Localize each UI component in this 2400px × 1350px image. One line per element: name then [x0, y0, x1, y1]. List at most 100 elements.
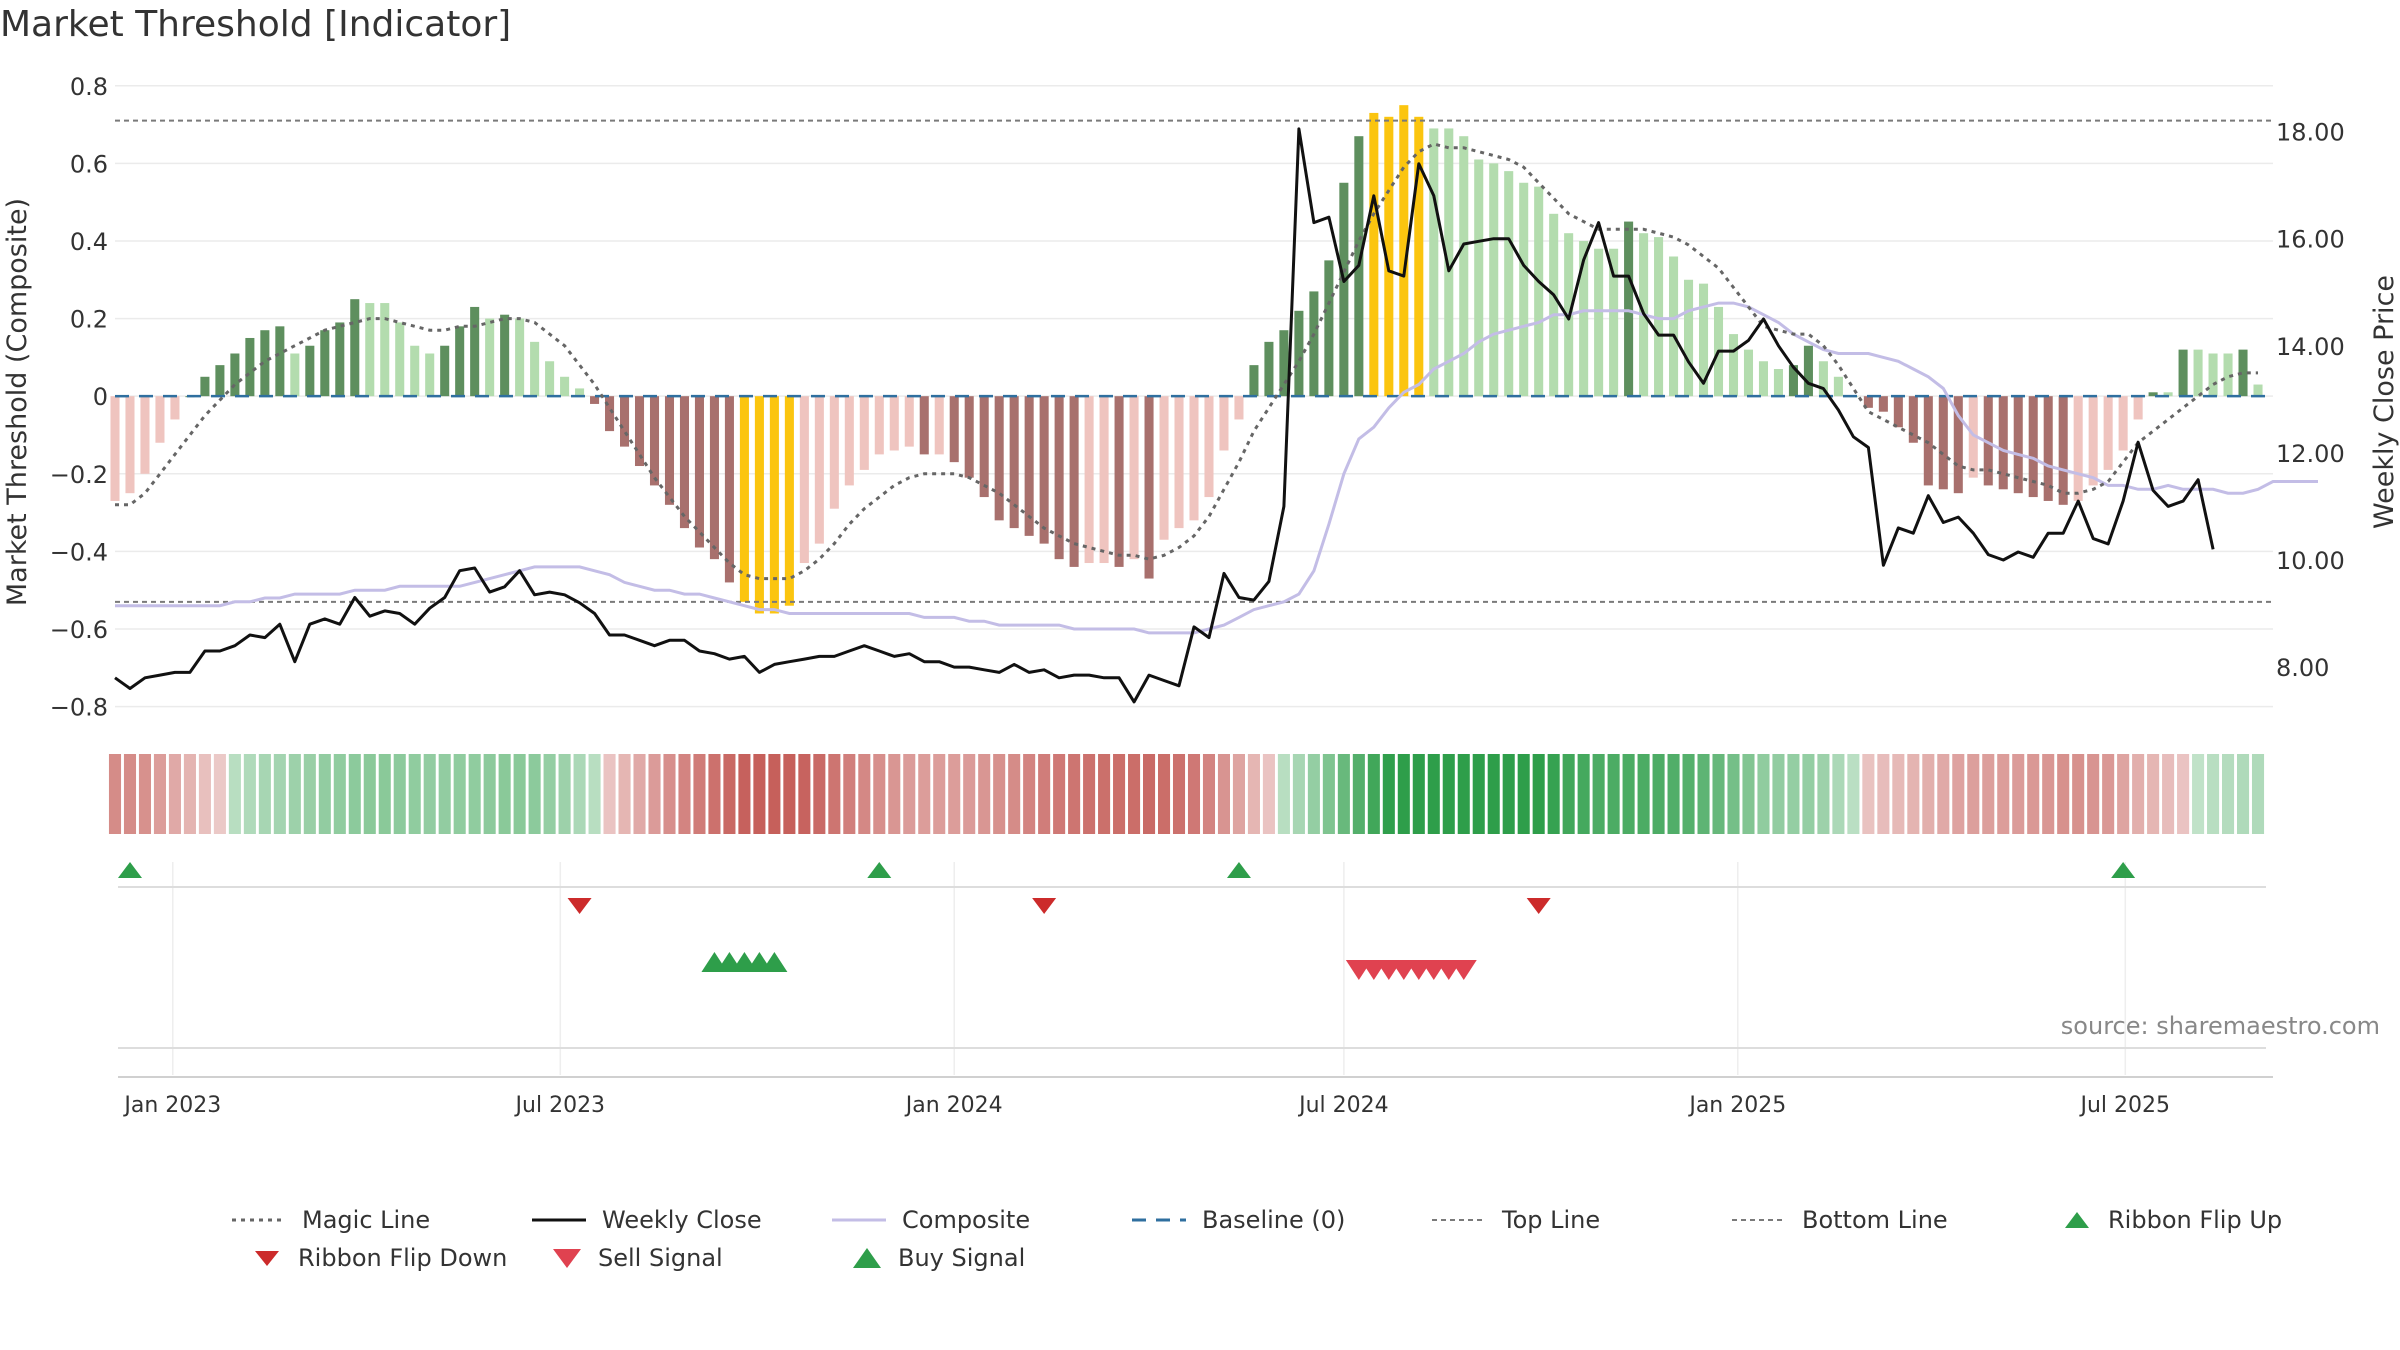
- ribbon-flip-up-marker: [1226, 862, 1251, 878]
- composite-bar: [994, 396, 1004, 521]
- ribbon-cell: [1607, 754, 1620, 834]
- ribbon-cell: [768, 754, 781, 834]
- ribbon-cell: [483, 754, 496, 834]
- composite-bar: [440, 345, 450, 397]
- composite-bar: [739, 396, 749, 602]
- composite-bar: [1099, 396, 1109, 564]
- ribbon-cell: [1053, 754, 1066, 834]
- composite-bar: [1054, 396, 1064, 560]
- composite-bar: [1669, 256, 1679, 397]
- composite-bar: [1758, 361, 1768, 397]
- ribbon-cell: [2207, 754, 2220, 834]
- ribbon-cell: [2147, 754, 2160, 834]
- composite-bar: [784, 396, 794, 606]
- composite-bar: [335, 322, 345, 397]
- composite-bar: [754, 396, 764, 614]
- composite-bar: [949, 396, 959, 463]
- composite-bar: [530, 341, 540, 397]
- composite-bar: [575, 388, 585, 397]
- composite-bar: [515, 318, 525, 397]
- ribbon-cell: [573, 754, 586, 834]
- ribbon-cell: [1997, 754, 2010, 834]
- composite-bar: [395, 322, 405, 397]
- composite-bar: [2148, 392, 2158, 397]
- ribbon-cell: [1592, 754, 1605, 834]
- composite-bar: [2103, 396, 2113, 470]
- composite-bar: [1339, 182, 1349, 397]
- ribbon-cell: [1742, 754, 1755, 834]
- ribbon-cell: [123, 754, 137, 834]
- ribbon-cell: [1232, 754, 1245, 834]
- composite-bar: [1893, 396, 1903, 428]
- x-tick-label: Jan 2023: [122, 1093, 221, 1118]
- ribbon-cell: [1907, 754, 1920, 834]
- ribbon-flip-down-marker: [1526, 898, 1551, 914]
- ribbon-cell: [1247, 754, 1260, 834]
- ribbon-cell: [963, 754, 976, 834]
- ribbon-cell: [1517, 754, 1530, 834]
- composite-bar: [1474, 159, 1484, 397]
- y-left-tick-label: 0.8: [70, 73, 108, 101]
- ribbon-cell: [408, 754, 421, 834]
- x-tick-label: Jan 2024: [904, 1093, 1003, 1118]
- ribbon-cell: [1817, 754, 1830, 834]
- ribbon-cell: [108, 754, 122, 834]
- ribbon-cell: [2027, 754, 2040, 834]
- composite-bar: [1189, 396, 1199, 521]
- ribbon-cell: [738, 754, 751, 834]
- ribbon-cell: [543, 754, 556, 834]
- composite-bar: [1624, 221, 1634, 397]
- ribbon-cell: [2162, 754, 2175, 834]
- composite-bar: [365, 303, 375, 397]
- ribbon-flip-up-marker: [2111, 862, 2136, 878]
- ribbon-cell: [1337, 754, 1350, 834]
- ribbon-cell: [678, 754, 691, 834]
- ribbon-cell: [2222, 754, 2235, 834]
- composite-bar: [934, 396, 944, 455]
- x-tick-label: Jul 2023: [514, 1093, 606, 1118]
- composite-bar: [1489, 163, 1499, 397]
- ribbon-cell: [798, 754, 811, 834]
- y-left-tick-label: 0.6: [70, 150, 108, 178]
- ribbon-cell: [1143, 754, 1156, 834]
- ribbon-cell: [438, 754, 451, 834]
- composite-bar: [2178, 349, 2188, 397]
- y-right-tick-label: 16.00: [2276, 226, 2345, 254]
- ribbon-cell: [1157, 754, 1171, 834]
- ribbon-cell: [2177, 754, 2190, 834]
- ribbon-cell: [1877, 754, 1890, 834]
- composite-bar: [1114, 396, 1124, 567]
- legend-item-top-line: Top Line: [1432, 1206, 1601, 1234]
- ribbon-cell: [468, 754, 481, 834]
- ribbon-cell: [1532, 754, 1545, 834]
- ribbon-cell: [1502, 754, 1515, 834]
- composite-bar: [1384, 116, 1394, 397]
- composite-bar: [2253, 384, 2263, 397]
- composite-bar: [155, 396, 165, 443]
- ribbon-cell: [1712, 754, 1725, 834]
- y-left-tick-label: −0.4: [50, 538, 108, 566]
- ribbon-cell: [888, 754, 901, 834]
- ribbon-cell: [1172, 754, 1186, 834]
- ribbon-cell: [1038, 754, 1051, 834]
- ribbon-cell: [723, 754, 736, 834]
- y-right-tick-label: 10.00: [2276, 547, 2345, 575]
- ribbon-flip-down-marker: [1032, 898, 1057, 914]
- ribbon-flip-down-marker: [567, 898, 592, 914]
- composite-bar: [1788, 365, 1798, 397]
- ribbon-cell: [1412, 754, 1425, 834]
- chart-title: Market Threshold [Indicator]: [0, 4, 512, 45]
- composite-bar: [2238, 349, 2248, 397]
- composite-bar: [485, 318, 495, 397]
- composite-bar: [1684, 279, 1694, 397]
- x-tick-label: Jul 2025: [2079, 1093, 2171, 1118]
- composite-bar: [1399, 105, 1409, 397]
- ribbon-cell: [1382, 754, 1395, 834]
- composite-bar: [110, 396, 120, 501]
- legend-item-ribbon-flip-up: Ribbon Flip Up: [2060, 1202, 2282, 1238]
- composite-bar: [664, 396, 675, 505]
- composite-bar: [230, 353, 240, 397]
- composite-bar: [140, 396, 150, 474]
- ribbon-cell: [453, 754, 466, 834]
- ribbon-cell: [228, 754, 241, 834]
